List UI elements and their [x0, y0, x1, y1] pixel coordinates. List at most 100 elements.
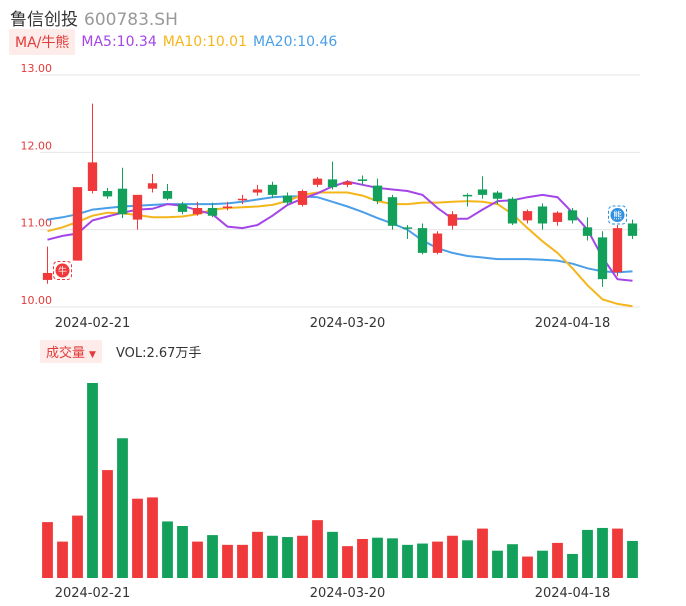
volume-bar — [327, 531, 338, 578]
candle-body — [222, 206, 233, 209]
candle-body — [597, 237, 608, 280]
volume-bar — [432, 541, 443, 578]
stock-code: 600783.SH — [84, 10, 178, 30]
volume-bar — [537, 550, 548, 578]
volume-bar — [582, 529, 593, 578]
volume-bar — [462, 540, 473, 578]
volume-bar — [522, 556, 533, 578]
candle-body — [357, 179, 368, 181]
candle-body — [327, 179, 338, 188]
candle-body — [132, 194, 143, 220]
volume-bar — [222, 544, 233, 578]
signal-marker-frame — [608, 205, 627, 225]
volume-bar — [492, 550, 503, 578]
dropdown-arrow-icon: ▼ — [89, 349, 96, 360]
candle-body — [402, 227, 413, 229]
volume-bar — [552, 542, 563, 578]
volume-bar — [192, 541, 203, 578]
stock-title: 鲁信创投 600783.SH — [10, 5, 178, 30]
signal-marker-frame — [53, 261, 72, 281]
volume-bar — [567, 553, 578, 578]
signal-marker-icon — [55, 263, 70, 278]
candle-body — [417, 228, 428, 253]
candle-body — [147, 183, 158, 189]
candle-body — [42, 272, 53, 280]
volume-bar — [597, 527, 608, 578]
volume-bar — [387, 538, 398, 578]
candle-body — [282, 195, 293, 203]
ma10-label: MA10:10.01 — [162, 34, 248, 50]
ma-bull-bear-button[interactable]: MA/牛熊 — [9, 29, 76, 55]
candle-body — [462, 194, 473, 197]
volume-bar — [447, 535, 458, 578]
ma20-label: MA20:10.46 — [253, 34, 338, 50]
ma-legend: MA/牛熊 MA5:10.34 MA10:10.01 MA20:10.46 — [9, 29, 343, 55]
volume-bar — [477, 528, 488, 578]
ma5-line — [47, 180, 633, 282]
signal-marker-text: 熊 — [613, 210, 622, 222]
volume-bar — [267, 535, 278, 578]
volume-x-tick-label: 2024-03-20 — [310, 586, 386, 601]
ma5-label: MA5:10.34 — [81, 34, 157, 50]
candle-body — [117, 188, 128, 215]
candle-body — [567, 210, 578, 221]
candle-body — [252, 189, 263, 193]
candle-body — [492, 192, 503, 199]
y-tick-label: 12.00 — [21, 139, 53, 152]
candle-body — [237, 198, 248, 201]
volume-indicator-label: 成交量 — [46, 345, 86, 361]
volume-value-label: VOL:2.67万手 — [115, 345, 202, 361]
signal-marker-text: 牛 — [58, 265, 67, 277]
candle-body — [552, 212, 563, 222]
volume-bar — [147, 497, 158, 578]
price-x-tick-label: 2024-02-21 — [55, 316, 131, 331]
candle-body — [312, 178, 323, 185]
volume-bar — [612, 528, 623, 578]
ma20-line — [47, 195, 633, 274]
volume-bar — [177, 526, 188, 578]
volume-bar — [117, 438, 128, 578]
candle-body — [537, 206, 548, 224]
candle-body — [177, 204, 188, 212]
volume-bar — [102, 470, 113, 578]
y-tick-label: 11.00 — [21, 217, 53, 230]
candle-body — [477, 189, 488, 195]
volume-bar — [237, 544, 248, 578]
candle-body — [207, 208, 218, 216]
candle-body — [192, 208, 203, 215]
candle-body — [342, 181, 353, 185]
candle-body — [72, 187, 83, 261]
volume-bar — [402, 544, 413, 578]
candle-body — [372, 185, 383, 202]
volume-bar — [297, 535, 308, 578]
candle-body — [87, 162, 98, 191]
candle-body — [507, 198, 518, 224]
volume-bar — [207, 535, 218, 578]
volume-bar — [42, 522, 53, 578]
y-tick-label: 13.00 — [21, 62, 53, 75]
volume-bar — [507, 544, 518, 578]
candle-body — [102, 191, 113, 197]
volume-indicator-button[interactable]: 成交量 ▼ — [40, 339, 102, 363]
volume-bar — [627, 540, 638, 578]
volume-bar — [417, 543, 428, 578]
volume-legend: 成交量 ▼ VOL:2.67万手 — [40, 339, 202, 363]
signal-marker-icon — [610, 208, 625, 223]
volume-bar — [282, 537, 293, 578]
volume-bar — [162, 521, 173, 578]
candle-body — [522, 211, 533, 221]
price-x-tick-label: 2024-04-18 — [535, 316, 611, 331]
stock-name: 鲁信创投 — [10, 10, 78, 30]
candle-body — [447, 214, 458, 226]
candle-body — [582, 227, 593, 236]
volume-bar — [87, 383, 98, 578]
volume-bar — [72, 515, 83, 578]
volume-bar — [57, 541, 68, 578]
volume-bar — [132, 498, 143, 578]
ma10-line — [47, 191, 633, 308]
candle-body — [267, 184, 278, 195]
volume-bar — [252, 531, 263, 578]
candle-body — [612, 228, 623, 273]
candle-body — [432, 233, 443, 253]
